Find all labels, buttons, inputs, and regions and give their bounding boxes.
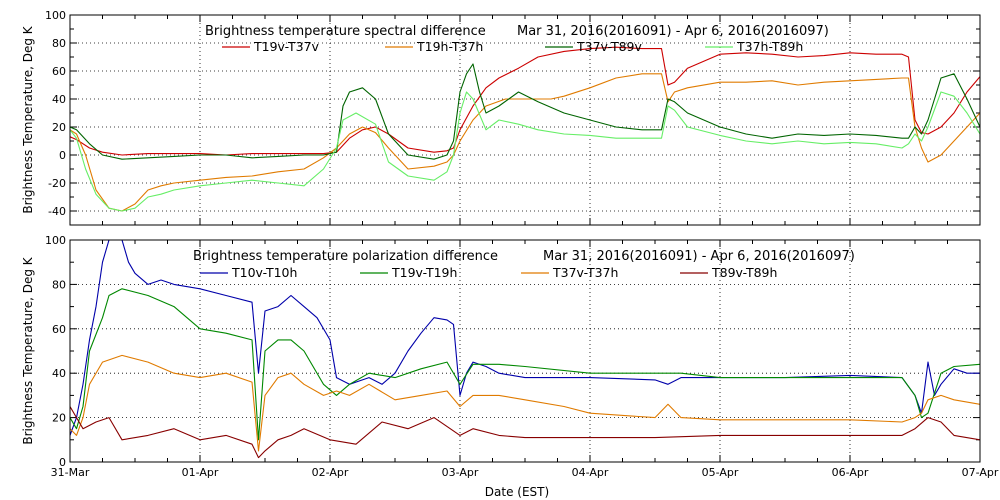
series-line: [70, 406, 980, 459]
x-tick-label: 05-Apr: [702, 466, 739, 479]
chart-title: Brightness temperature spectral differen…: [205, 24, 486, 39]
x-tick-label: 07-Apr: [962, 466, 999, 479]
plot-frame: [69, 239, 981, 463]
polarization-difference-panel: 0 20 40 60 80 100 Brightness temperature polar…: [21, 234, 999, 479]
legend-label: T19h-T37h: [416, 39, 483, 54]
y-tick-label: 80: [52, 37, 66, 50]
legend-label: T19v-T37v: [253, 39, 320, 54]
chart-date-range: Mar 31, 2016(2016091) - Apr 6, 2016(2016…: [517, 24, 829, 39]
y-tick-label: 0: [59, 456, 66, 469]
y-tick-label: 20: [52, 412, 66, 425]
series-line: [70, 91, 980, 212]
y-axis-title: Brightness Temperature, Deg K: [21, 25, 35, 213]
legend-label: T10v-T10h: [231, 265, 297, 280]
x-tick-label: 01-Apr: [182, 466, 219, 479]
x-tick-label: 03-Apr: [442, 466, 479, 479]
legend-label: T37v-T89v: [576, 39, 643, 54]
y-tick-label: 0: [59, 149, 66, 162]
y-tick-label: -40: [48, 205, 66, 218]
chart-date-range: Mar 31, 2016(2016091) - Apr 6, 2016(2016…: [543, 249, 855, 264]
y-tick-label: 60: [52, 65, 66, 78]
x-tick-label: 04-Apr: [572, 466, 609, 479]
legend-label: T37v-T37h: [552, 265, 618, 280]
series-line: [70, 46, 980, 156]
y-tick-label: -20: [48, 177, 66, 190]
series-line: [70, 73, 980, 212]
legend-label: T89v-T89h: [711, 265, 777, 280]
legend-label: T19v-T19h: [391, 265, 457, 280]
y-tick-label: 80: [52, 278, 66, 291]
series-line: [70, 288, 980, 441]
x-tick-label: 06-Apr: [832, 466, 869, 479]
plot-frame: [69, 14, 981, 226]
y-tick-label: 40: [52, 367, 66, 380]
series-line: [70, 63, 980, 160]
x-tick-label: 31-Mar: [51, 466, 90, 479]
legend-label: T37h-T89h: [736, 39, 803, 54]
x-axis-title: Date (EST): [485, 485, 549, 499]
spectral-difference-panel: -40 -20 0 20 40 60 80 100 Brightness temperature…: [21, 9, 981, 226]
y-tick-label: 40: [52, 93, 66, 106]
y-axis-title: Brightness Temperature, Deg K: [21, 256, 35, 444]
y-tick-label: 100: [45, 234, 66, 247]
series-line: [70, 354, 980, 452]
y-tick-label: 100: [45, 9, 66, 22]
chart-title: Brightness temperature polarization diff…: [193, 249, 498, 264]
y-tick-label: 60: [52, 323, 66, 336]
series-line: [70, 240, 980, 436]
x-tick-label: 02-Apr: [312, 466, 349, 479]
y-tick-label: 20: [52, 121, 66, 134]
